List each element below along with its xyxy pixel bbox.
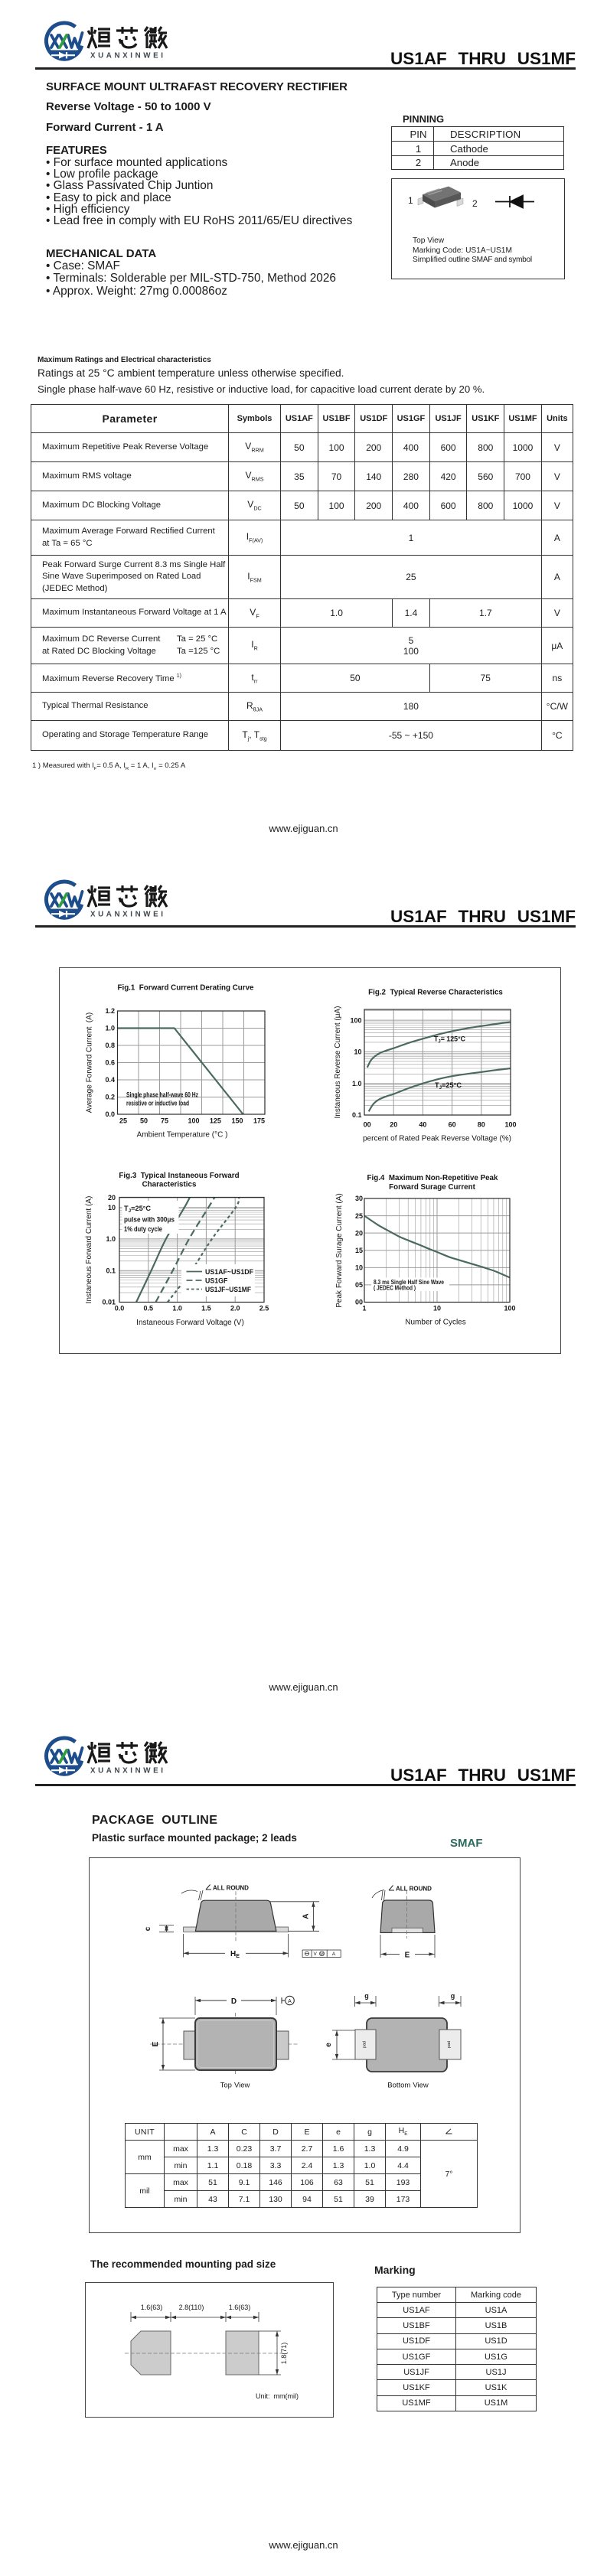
svg-text:00: 00 [364, 1121, 371, 1129]
svg-text:( JEDEC Method ): ( JEDEC Method ) [374, 1285, 416, 1292]
svg-text:1.6(63): 1.6(63) [229, 2304, 251, 2311]
svg-text:ALL ROUND: ALL ROUND [213, 1885, 249, 1892]
svg-text:20: 20 [108, 1194, 116, 1202]
svg-text:Instaneous Forward Current (A): Instaneous Forward Current (A) [85, 1196, 93, 1304]
svg-text:2.8(110): 2.8(110) [179, 2304, 204, 2311]
svg-text:pad: pad [363, 2041, 367, 2048]
svg-text:30: 30 [355, 1195, 363, 1202]
svg-text:D: D [231, 1997, 237, 2006]
svg-text:10: 10 [433, 1305, 441, 1312]
svg-text:0.0: 0.0 [105, 1110, 115, 1118]
svg-text:20: 20 [355, 1229, 363, 1237]
svg-text:1.6(63): 1.6(63) [141, 2304, 163, 2311]
svg-text:g: g [451, 1992, 455, 2000]
svg-text:60: 60 [449, 1121, 456, 1129]
svg-text:0.1: 0.1 [352, 1111, 362, 1119]
svg-text:resistive or inductive load: resistive or inductive load [126, 1100, 189, 1107]
svg-text:Number of Cycles: Number of Cycles [405, 1319, 465, 1327]
svg-text:15: 15 [355, 1247, 363, 1254]
svg-text:2.0: 2.0 [230, 1305, 240, 1312]
svg-text:1.8(71): 1.8(71) [280, 2343, 288, 2365]
svg-text:0.1: 0.1 [106, 1267, 116, 1274]
svg-text:80: 80 [478, 1121, 485, 1129]
svg-text:A: A [302, 1913, 311, 1919]
svg-text:1.0: 1.0 [352, 1080, 362, 1087]
svg-text:05: 05 [355, 1281, 363, 1289]
svg-text:1: 1 [362, 1305, 366, 1312]
svg-text:Fig.1 Forward Current Deratin: Fig.1 Forward Current Derating Curve [117, 984, 254, 993]
svg-text:40: 40 [419, 1121, 426, 1129]
svg-text:Ambient Temperature (°C ): Ambient Temperature (°C ) [137, 1131, 228, 1140]
svg-text:TJ= 125°C: TJ= 125°C [434, 1035, 465, 1045]
svg-text:g: g [364, 1992, 369, 2000]
svg-text:0.01: 0.01 [102, 1299, 116, 1306]
svg-text:Unit: mm(mil): Unit: mm(mil) [256, 2392, 299, 2400]
svg-text:XUANXINWEI: XUANXINWEI [90, 52, 166, 60]
svg-text:1.0: 1.0 [106, 1235, 116, 1243]
svg-text:0.8: 0.8 [105, 1042, 115, 1049]
svg-text:1.5: 1.5 [201, 1305, 211, 1312]
svg-text:percent of Rated Peak Reverse: percent of Rated Peak Reverse Voltage (%… [363, 1135, 511, 1143]
svg-text:TJ=25°C: TJ=25°C [124, 1205, 152, 1214]
svg-text:ALL ROUND: ALL ROUND [396, 1886, 432, 1893]
svg-text:10: 10 [354, 1048, 361, 1056]
svg-text:V: V [314, 1952, 318, 1957]
svg-text:Fig.3 Typical Instaneous Forw: Fig.3 Typical Instaneous Forward [119, 1172, 239, 1180]
svg-text:Instaneous Forward Voltage (V): Instaneous Forward Voltage (V) [136, 1319, 244, 1327]
svg-text:25: 25 [355, 1212, 363, 1220]
svg-text:100: 100 [504, 1305, 515, 1312]
svg-text:Single phase half-wave 60 Hz: Single phase half-wave 60 Hz [126, 1091, 198, 1099]
svg-text:2.5: 2.5 [259, 1305, 269, 1312]
svg-text:100: 100 [188, 1117, 199, 1125]
svg-text:00: 00 [355, 1299, 363, 1306]
svg-text:0.2: 0.2 [105, 1094, 115, 1101]
svg-text:20: 20 [390, 1121, 397, 1129]
svg-text:A: A [288, 1999, 292, 2004]
svg-text:10: 10 [355, 1264, 363, 1272]
svg-text:M: M [320, 1952, 324, 1957]
svg-text:10: 10 [108, 1204, 116, 1211]
svg-text:US1GF: US1GF [205, 1277, 228, 1285]
svg-text:E: E [152, 2041, 160, 2046]
svg-text:25: 25 [119, 1117, 127, 1125]
svg-text:1.0: 1.0 [105, 1025, 115, 1032]
svg-text:e: e [325, 2043, 333, 2047]
svg-text:100: 100 [350, 1016, 361, 1024]
svg-text:A: A [332, 1952, 336, 1957]
svg-text:XUANXINWEI: XUANXINWEI [90, 1767, 166, 1775]
svg-text:Characteristics: Characteristics [142, 1181, 197, 1189]
svg-text:US1AF~US1DF: US1AF~US1DF [205, 1268, 254, 1276]
svg-text:75: 75 [161, 1117, 168, 1125]
svg-text:1% duty cycle: 1% duty cycle [124, 1225, 162, 1233]
svg-text:pulse with 300μs: pulse with 300μs [124, 1216, 175, 1224]
svg-text:0.5: 0.5 [144, 1305, 154, 1312]
svg-text:pad: pad [447, 2041, 452, 2048]
svg-text:125: 125 [210, 1117, 221, 1125]
svg-text:Instaneous Reverse Current (μA: Instaneous Reverse Current (μA) [334, 1006, 342, 1119]
svg-text:0.6: 0.6 [105, 1059, 115, 1067]
svg-text:Average Forward Current (A): Average Forward Current (A) [86, 1012, 94, 1114]
svg-text:1.0: 1.0 [172, 1305, 182, 1312]
svg-text:150: 150 [231, 1117, 243, 1125]
svg-text:Fig.4 Maximum Non-Repetitive: Fig.4 Maximum Non-Repetitive Peak [367, 1174, 498, 1182]
svg-text:100: 100 [504, 1121, 516, 1129]
svg-text:1.2: 1.2 [105, 1007, 115, 1015]
svg-text:50: 50 [140, 1117, 148, 1125]
svg-text:Forward Surage Current: Forward Surage Current [389, 1183, 475, 1192]
svg-text:TJ=25°C: TJ=25°C [435, 1081, 462, 1091]
svg-text:XUANXINWEI: XUANXINWEI [90, 911, 166, 919]
svg-text:Fig.2 Typical Reverse Charact: Fig.2 Typical Reverse Characteristics [368, 989, 503, 997]
svg-text:0.0: 0.0 [115, 1305, 125, 1312]
svg-text:0.4: 0.4 [105, 1076, 115, 1084]
svg-text:c: c [144, 1926, 152, 1931]
svg-text:Peak Forward Surage Current (A: Peak Forward Surage Current (A) [335, 1193, 344, 1308]
svg-text:8.3 ms Single Half Sine Wave: 8.3 ms Single Half Sine Wave [374, 1279, 444, 1286]
svg-text:US1JF~US1MF: US1JF~US1MF [205, 1286, 252, 1293]
svg-text:175: 175 [253, 1117, 265, 1125]
svg-text:E: E [405, 1951, 410, 1959]
